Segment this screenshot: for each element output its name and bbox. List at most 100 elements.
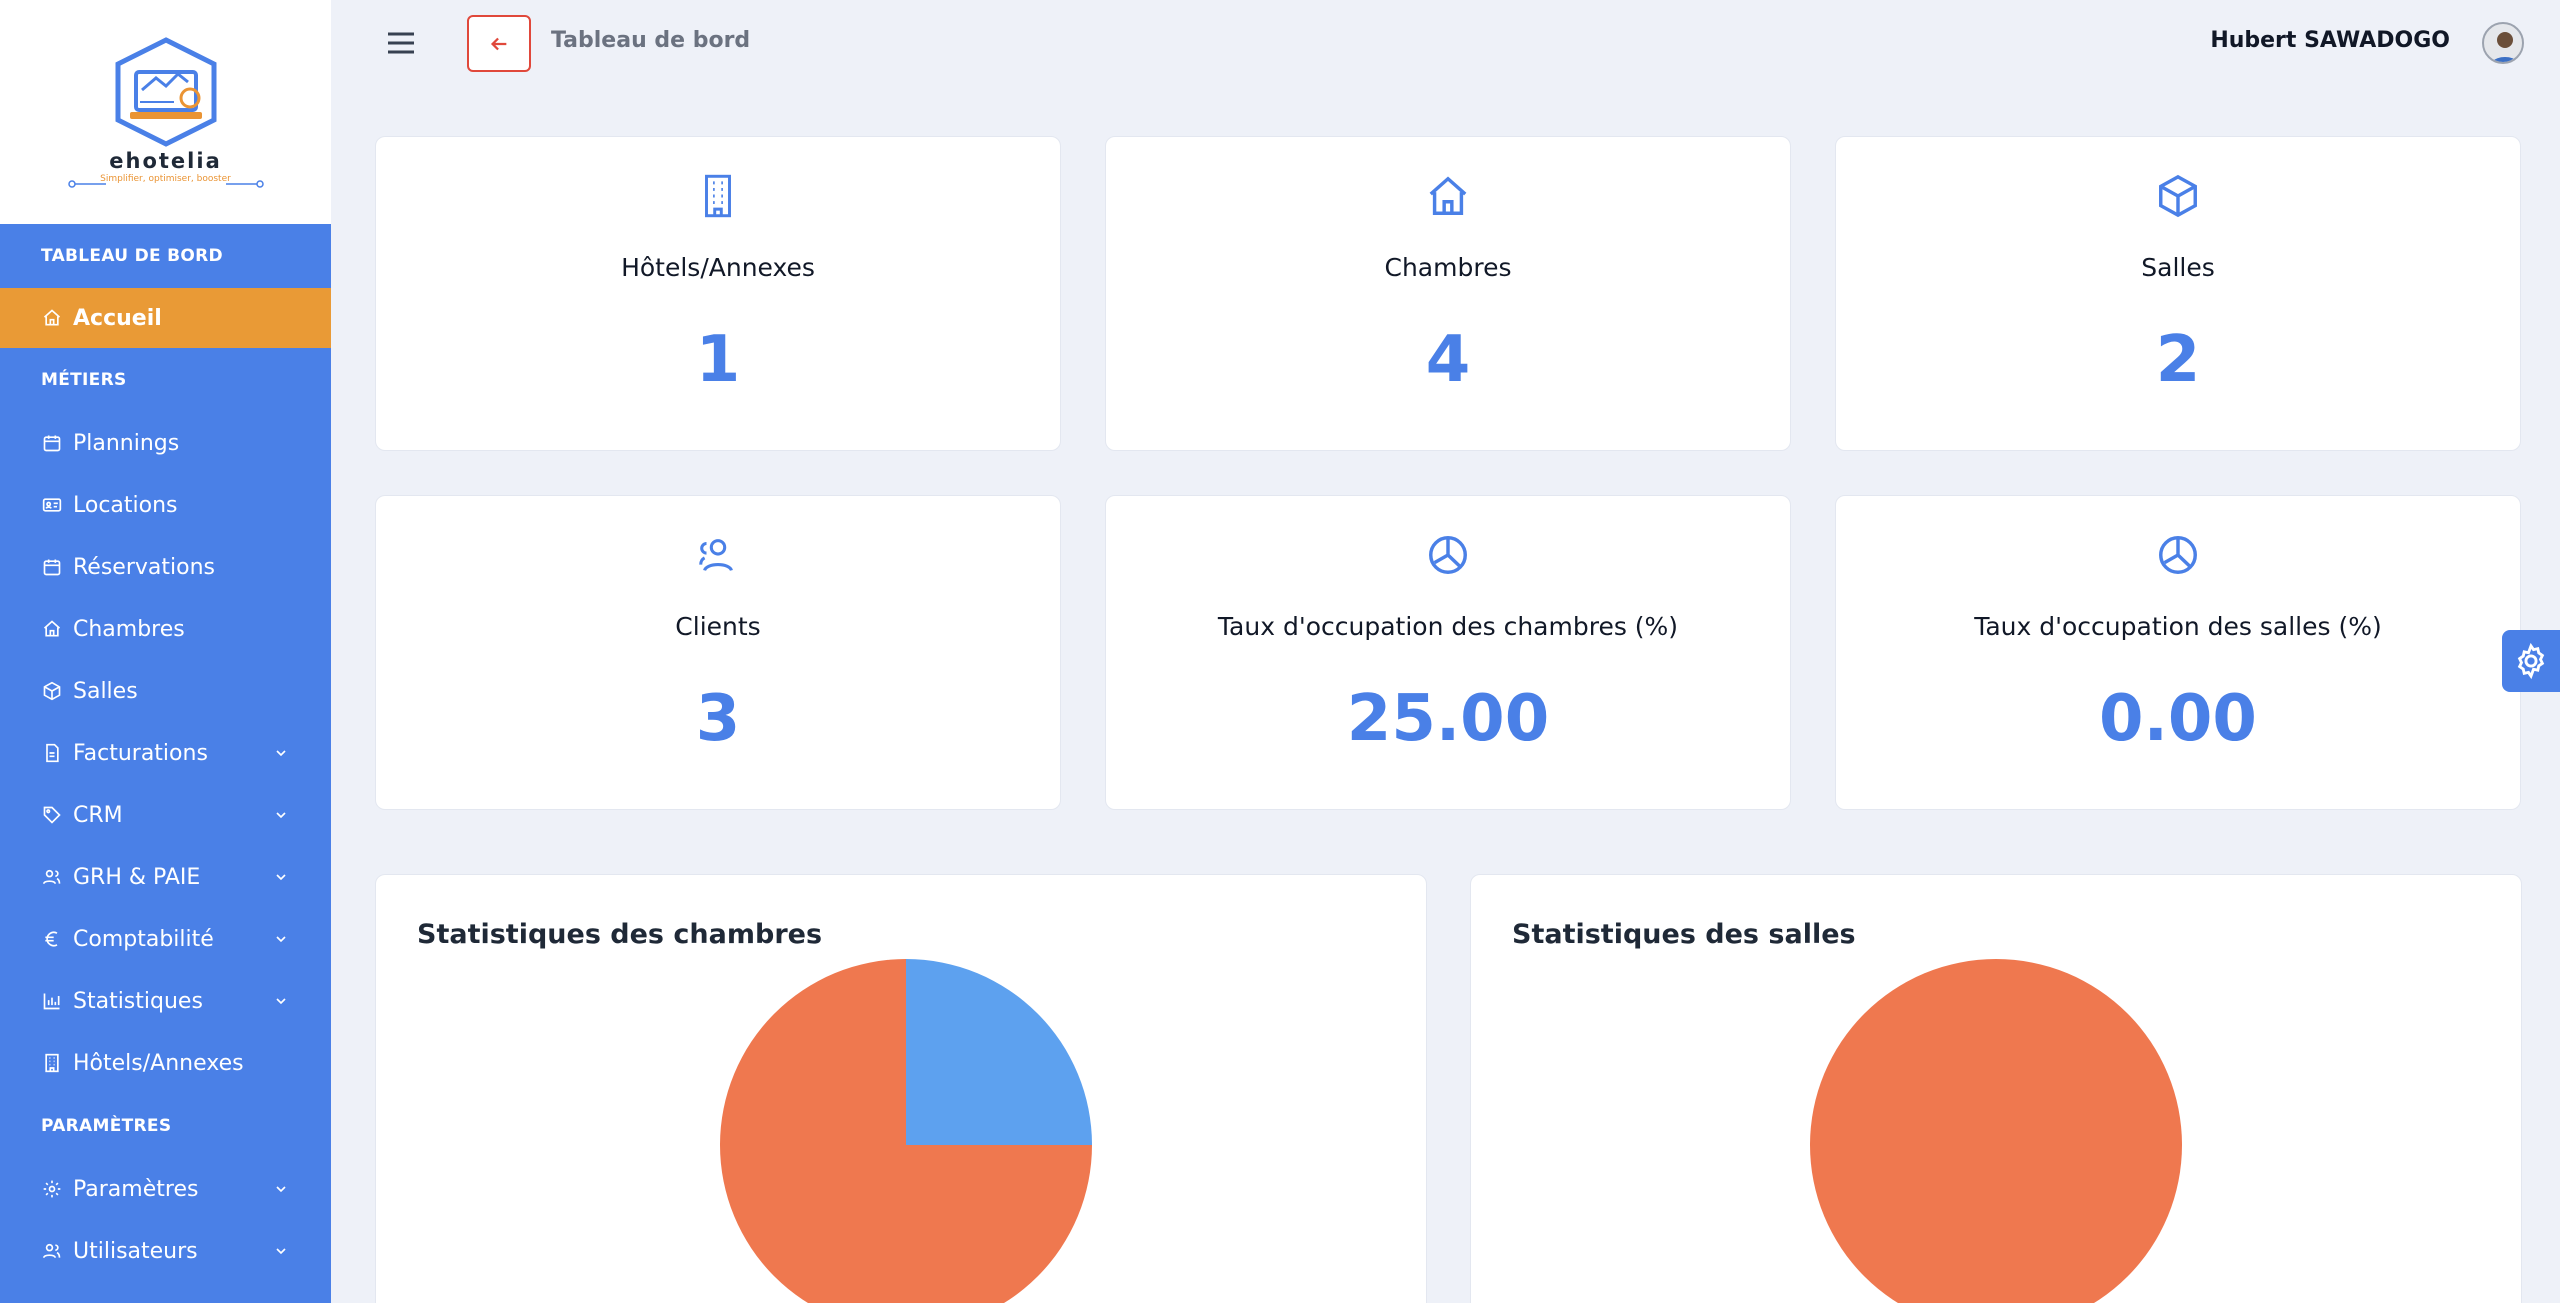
id-card-icon <box>41 494 63 516</box>
sidebar-item-label: Comptabilité <box>73 926 214 952</box>
sidebar-item-accueil[interactable]: Accueil <box>0 288 331 348</box>
stat-card-chambres[interactable]: Chambres 4 <box>1105 136 1791 451</box>
sidebar-item-utilisateurs[interactable]: Utilisateurs <box>0 1220 331 1282</box>
page-title: Tableau de bord <box>551 28 751 53</box>
sidebar-item-label: Locations <box>73 492 178 518</box>
home-icon <box>1106 173 1790 219</box>
users-icon <box>41 866 63 888</box>
sidebar-section-tableau-de-bord: TABLEAU DE BORD <box>41 246 223 266</box>
pie-chart-chambres <box>720 959 1092 1303</box>
stat-title: Salles <box>2141 253 2215 282</box>
building-icon <box>376 173 1060 219</box>
home-icon <box>41 307 63 329</box>
sidebar-item-label: Paramètres <box>73 1176 199 1202</box>
stat-value: 1 <box>695 323 741 397</box>
brand-tagline: Simplifier, optimiser, booster <box>100 174 231 184</box>
avatar[interactable] <box>2482 22 2524 64</box>
cube-icon <box>1836 173 2520 219</box>
chevron-down-icon <box>276 936 286 943</box>
sidebar-item-label: Plannings <box>73 430 180 456</box>
stat-card-taux-salles[interactable]: Taux d'occupation des salles (%) 0.00 <box>1835 495 2521 810</box>
user-name[interactable]: Hubert SAWADOGO <box>2210 28 2450 53</box>
sidebar-item-facturations[interactable]: Facturations <box>0 722 331 784</box>
pie-slice[interactable] <box>906 959 1092 1145</box>
logo-icon <box>115 37 216 147</box>
sidebar-item-chambres[interactable]: Chambres <box>0 598 331 660</box>
stat-card-salles[interactable]: Salles 2 <box>1835 136 2521 451</box>
sidebar-section-parametres: PARAMÈTRES <box>41 1116 172 1136</box>
stat-value: 25.00 <box>1346 682 1550 756</box>
sidebar-item-hotels-annexes[interactable]: Hôtels/Annexes <box>0 1032 331 1094</box>
gear-icon <box>2517 642 2545 680</box>
gear-icon <box>41 1178 63 1200</box>
chevron-down-icon <box>276 750 286 757</box>
users-icon <box>41 1240 63 1262</box>
logo-area: ehotelia Simplifier, optimiser, booster <box>0 0 331 224</box>
sidebar-item-statistiques[interactable]: Statistiques <box>0 970 331 1032</box>
sidebar-item-locations[interactable]: Locations <box>0 474 331 536</box>
brand-logo[interactable]: ehotelia Simplifier, optimiser, booster <box>66 32 266 192</box>
sidebar-item-grh-paie[interactable]: GRH & PAIE <box>0 846 331 908</box>
pie-chart-salles <box>1810 959 2182 1303</box>
sidebar-item-label: GRH & PAIE <box>73 864 201 890</box>
arrow-left-icon <box>490 37 507 50</box>
sidebar-item-label: Facturations <box>73 740 208 766</box>
sidebar-item-reservations[interactable]: Réservations <box>0 536 331 598</box>
back-button[interactable] <box>467 15 531 72</box>
sidebar-nav: TABLEAU DE BORD Accueil MÉTIERS Planning… <box>0 224 331 1282</box>
pie-slice[interactable] <box>1810 959 2182 1303</box>
stat-value: 3 <box>695 682 741 756</box>
settings-button[interactable] <box>2502 630 2560 692</box>
sidebar-item-salles[interactable]: Salles <box>0 660 331 722</box>
panel-title: Statistiques des chambres <box>417 919 823 950</box>
sidebar-item-label: Accueil <box>73 305 162 331</box>
building-icon <box>41 1052 63 1074</box>
tag-icon <box>41 804 63 826</box>
panel-stats-salles: Statistiques des salles <box>1470 874 2522 1303</box>
sidebar-item-label: Hôtels/Annexes <box>73 1050 244 1076</box>
pie-icon <box>1106 532 1790 578</box>
home-icon <box>41 618 63 640</box>
sidebar-section-metiers: MÉTIERS <box>41 370 127 390</box>
stat-value: 0.00 <box>2099 682 2257 756</box>
invoice-icon <box>41 742 63 764</box>
euro-icon <box>41 928 63 950</box>
sidebar-item-plannings[interactable]: Plannings <box>0 412 331 474</box>
users-icon <box>376 532 1060 578</box>
sidebar-item-label: Réservations <box>73 554 215 580</box>
sidebar-item-crm[interactable]: CRM <box>0 784 331 846</box>
user-avatar-icon <box>2491 32 2519 62</box>
sidebar-item-label: Salles <box>73 678 138 704</box>
pie-slice[interactable] <box>720 959 1092 1303</box>
chevron-down-icon <box>276 1248 286 1255</box>
menu-icon[interactable] <box>386 30 416 56</box>
stat-value: 2 <box>2155 323 2201 397</box>
top-header: Tableau de bord Hubert SAWADOGO <box>331 0 2560 86</box>
sidebar: ehotelia Simplifier, optimiser, booster … <box>0 0 331 1303</box>
calendar-icon <box>41 432 63 454</box>
sidebar-item-label: Utilisateurs <box>73 1238 198 1264</box>
stat-value: 4 <box>1425 323 1471 397</box>
chevron-down-icon <box>276 874 286 881</box>
stat-card-taux-chambres[interactable]: Taux d'occupation des chambres (%) 25.00 <box>1105 495 1791 810</box>
calendar-icon <box>41 556 63 578</box>
stat-title: Taux d'occupation des salles (%) <box>1974 612 2382 641</box>
stat-card-hotels[interactable]: Hôtels/Annexes 1 <box>375 136 1061 451</box>
sidebar-item-label: CRM <box>73 802 123 828</box>
chevron-down-icon <box>276 1186 286 1193</box>
sidebar-item-label: Chambres <box>73 616 185 642</box>
panel-title: Statistiques des salles <box>1512 919 1856 950</box>
stat-title: Clients <box>675 612 761 641</box>
logo-underline-icon <box>67 180 264 188</box>
sidebar-item-comptabilite[interactable]: Comptabilité <box>0 908 331 970</box>
chevron-down-icon <box>276 812 286 819</box>
cube-icon <box>41 680 63 702</box>
sidebar-item-parametres[interactable]: Paramètres <box>0 1158 331 1220</box>
stat-title: Chambres <box>1384 253 1512 282</box>
brand-name: ehotelia <box>109 149 222 173</box>
stat-title: Taux d'occupation des chambres (%) <box>1217 612 1679 641</box>
stat-card-clients[interactable]: Clients 3 <box>375 495 1061 810</box>
stat-title: Hôtels/Annexes <box>621 253 815 282</box>
bar-chart-icon <box>41 990 63 1012</box>
chevron-down-icon <box>276 998 286 1005</box>
